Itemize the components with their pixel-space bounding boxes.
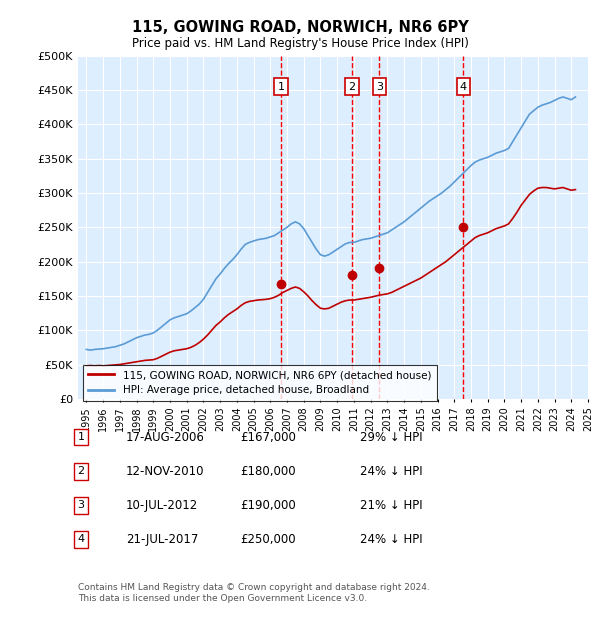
Text: £167,000: £167,000 — [240, 431, 296, 443]
Text: 29% ↓ HPI: 29% ↓ HPI — [360, 431, 422, 443]
Text: 1: 1 — [77, 432, 85, 442]
Text: 24% ↓ HPI: 24% ↓ HPI — [360, 465, 422, 477]
Text: 3: 3 — [77, 500, 85, 510]
Text: 3: 3 — [376, 82, 383, 92]
Text: 12-NOV-2010: 12-NOV-2010 — [126, 465, 205, 477]
Text: 115, GOWING ROAD, NORWICH, NR6 6PY: 115, GOWING ROAD, NORWICH, NR6 6PY — [131, 20, 469, 35]
Text: 2: 2 — [77, 466, 85, 476]
Text: 4: 4 — [77, 534, 85, 544]
Text: 21-JUL-2017: 21-JUL-2017 — [126, 533, 199, 546]
Text: Price paid vs. HM Land Registry's House Price Index (HPI): Price paid vs. HM Land Registry's House … — [131, 37, 469, 50]
Text: 24% ↓ HPI: 24% ↓ HPI — [360, 533, 422, 546]
Text: 1: 1 — [277, 82, 284, 92]
Text: 21% ↓ HPI: 21% ↓ HPI — [360, 499, 422, 511]
Legend: 115, GOWING ROAD, NORWICH, NR6 6PY (detached house), HPI: Average price, detache: 115, GOWING ROAD, NORWICH, NR6 6PY (deta… — [83, 365, 437, 401]
Text: 2: 2 — [348, 82, 355, 92]
Text: 17-AUG-2006: 17-AUG-2006 — [126, 431, 205, 443]
Text: £250,000: £250,000 — [240, 533, 296, 546]
Text: £180,000: £180,000 — [240, 465, 296, 477]
Text: Contains HM Land Registry data © Crown copyright and database right 2024.
This d: Contains HM Land Registry data © Crown c… — [78, 583, 430, 603]
Text: 4: 4 — [460, 82, 467, 92]
Text: £190,000: £190,000 — [240, 499, 296, 511]
Text: 10-JUL-2012: 10-JUL-2012 — [126, 499, 198, 511]
